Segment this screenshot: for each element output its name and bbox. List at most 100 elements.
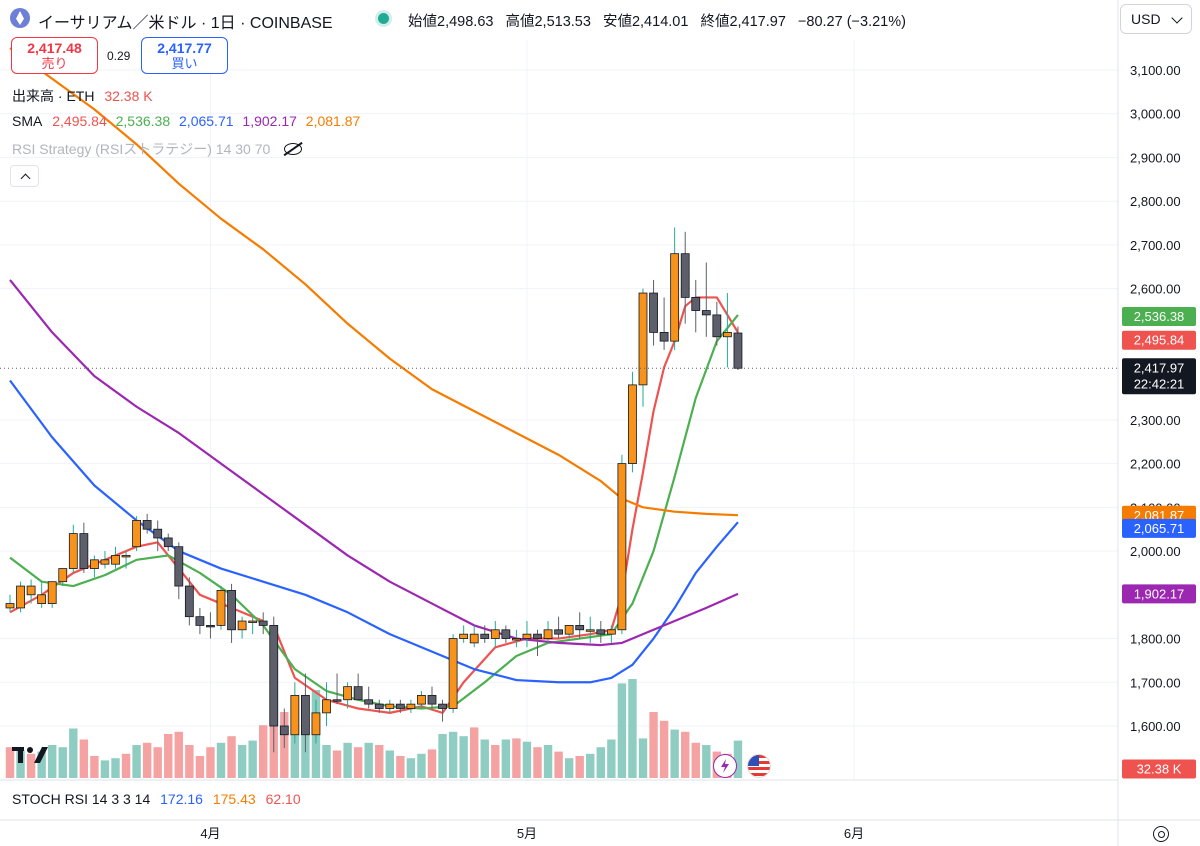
live-dot-icon (378, 13, 389, 24)
stoch-value-3: 62.10 (265, 791, 301, 807)
buy-price: 2,417.77 (157, 40, 212, 56)
candle-body (649, 292, 658, 333)
candle-body (374, 703, 384, 709)
candle-body (385, 703, 395, 709)
volume-bar (26, 753, 36, 778)
countdown-tag: 22:42:21 (1134, 376, 1185, 391)
sma-value-1: 2,495.84 (52, 113, 107, 129)
collapse-legend-button[interactable] (10, 165, 39, 187)
candle-body (670, 253, 680, 342)
candle-body (5, 603, 15, 609)
candle-body (26, 585, 36, 596)
y-tick-label: 2,200.00 (1130, 457, 1181, 472)
low-value: 2,414.01 (631, 14, 689, 30)
volume-bar (417, 753, 426, 778)
volume-bar (691, 742, 700, 778)
close-label: 終値 (700, 14, 730, 30)
candle-body (406, 703, 416, 709)
candle-body (638, 292, 648, 386)
low-label: 安値 (602, 14, 632, 30)
volume-bar (522, 741, 532, 778)
y-tick-label: 3,100.00 (1130, 63, 1181, 78)
volume-bar (638, 738, 648, 778)
high-value: 2,513.53 (534, 14, 591, 30)
candle-body (628, 384, 637, 465)
us-flag-icon[interactable] (747, 754, 771, 778)
candle-body (195, 616, 205, 626)
sma-line-5 (9, 47, 738, 517)
volume-bar (670, 729, 679, 778)
y-tick-label: 1,600.00 (1130, 719, 1181, 734)
volume-bar (206, 747, 215, 778)
volume-legend[interactable]: 出来高 · ETH 32.38 K (12, 86, 153, 106)
candle-body (480, 633, 490, 639)
volume-bar (375, 745, 384, 778)
candle-body (554, 629, 563, 635)
candle-body (68, 533, 78, 569)
candle-body (680, 253, 690, 298)
candle-body (533, 633, 542, 639)
candle-body (258, 620, 268, 626)
volume-bar (111, 758, 120, 778)
buy-button[interactable]: 2,417.77 買い (141, 37, 228, 74)
candle-body (332, 699, 342, 702)
chevron-down-icon (1171, 12, 1183, 24)
candle-body (617, 463, 627, 631)
volume-bar (480, 739, 489, 778)
volume-bar (58, 747, 67, 778)
buy-label: 買い (171, 56, 198, 71)
sma-tag-green-bg (1122, 306, 1196, 326)
spread-value: 0.29 (107, 49, 131, 63)
candle-body (459, 633, 469, 639)
volume-bar (90, 756, 99, 778)
volume-bar (649, 712, 658, 778)
candle-body (395, 703, 405, 709)
open-label: 始値 (408, 14, 437, 30)
x-tick-label: 4月 (200, 826, 220, 841)
volume-bar (216, 742, 226, 778)
candle-body (163, 537, 173, 548)
settings-icon[interactable] (1153, 826, 1169, 842)
sma-legend[interactable]: SMA 2,495.84 2,536.38 2,065.71 1,902.17 … (12, 113, 360, 129)
symbol-title[interactable]: イーサリアム／米ドル · 1日 · COINBASE (38, 15, 333, 32)
volume-bar (681, 731, 690, 778)
eye-off-icon[interactable] (284, 143, 303, 155)
volume-bar (702, 745, 711, 778)
sell-label: 売り (41, 56, 68, 71)
candle-body (606, 629, 616, 635)
volume-bar (575, 756, 584, 778)
candle-body (712, 314, 722, 338)
candle-body (206, 625, 215, 628)
volume-bar (617, 683, 627, 778)
volume-bar (121, 753, 131, 778)
volume-bar (628, 679, 637, 778)
volume-bar (248, 740, 257, 778)
y-tick-label: 2,900.00 (1130, 150, 1181, 165)
candle-body (16, 585, 25, 609)
volume-bar (427, 749, 437, 778)
volume-bar (69, 728, 78, 778)
candle-body (47, 581, 57, 604)
candle-body (501, 629, 511, 639)
volume-bar (132, 745, 141, 778)
x-tick-label: 5月 (517, 826, 537, 841)
flash-icon[interactable] (713, 754, 737, 778)
volume-bar (48, 745, 57, 778)
sell-button[interactable]: 2,417.48 売り (11, 37, 98, 74)
candle-body (90, 559, 99, 569)
volume-bar (607, 739, 616, 778)
volume-bar (195, 756, 205, 778)
last-price-tag: 2,417.97 (1134, 360, 1185, 375)
sma-tag-green: 2,536.38 (1134, 309, 1185, 324)
rsi-strategy-legend[interactable]: RSI Strategy (RSIストラテジー) 14 30 70 (12, 139, 303, 159)
chart-header: イーサリアム／米ドル · 1日 · COINBASE 始値2,498.63 高値… (0, 0, 1200, 36)
candle-body (522, 633, 532, 639)
currency-select[interactable]: USD (1120, 4, 1192, 34)
volume-value: 32.38 K (104, 88, 153, 104)
stoch-rsi-legend[interactable]: STOCH RSI 14 3 3 14 172.16 175.43 62.10 (12, 791, 301, 807)
sma-value-5: 2,081.87 (305, 113, 361, 129)
tradingview-logo-icon[interactable] (12, 745, 50, 765)
volume-bar (586, 753, 595, 778)
